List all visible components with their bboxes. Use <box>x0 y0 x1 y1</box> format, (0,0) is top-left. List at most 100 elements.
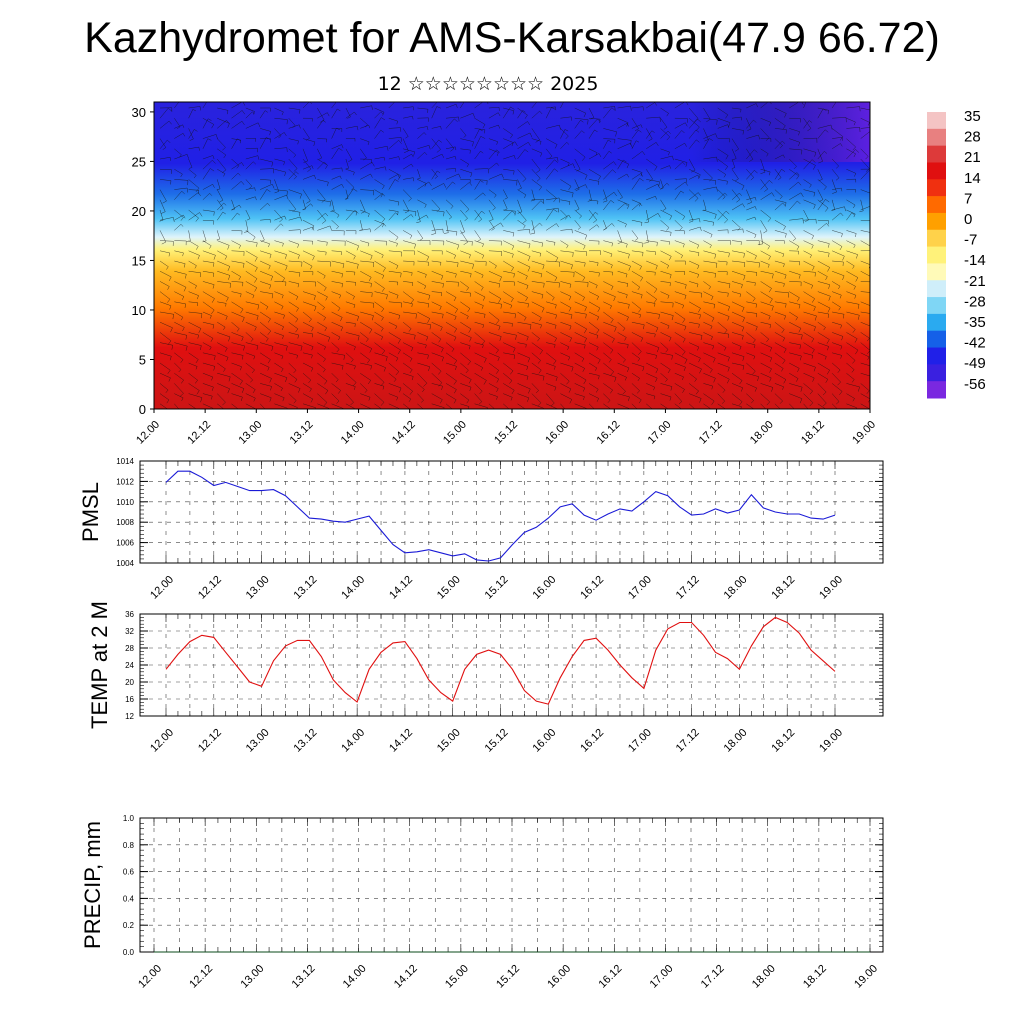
wind-barb <box>288 148 296 156</box>
wind-barb-flag <box>793 411 795 413</box>
wind-barb <box>231 212 238 221</box>
wind-barb-flag <box>271 346 274 351</box>
wind-barb-flag <box>241 336 244 342</box>
wind-barb-flag <box>509 380 513 384</box>
wind-barb <box>560 270 575 273</box>
wind-barb <box>359 199 366 212</box>
wind-barb-flag <box>671 355 673 360</box>
wind-barb <box>274 332 284 336</box>
wind-barb-flag <box>781 414 784 417</box>
wind-barb <box>374 352 388 357</box>
wind-barb-flag <box>654 303 656 307</box>
wind-barb <box>517 332 529 337</box>
wind-barb <box>631 219 643 223</box>
wind-barb-flag <box>350 402 354 406</box>
wind-barb <box>588 189 592 201</box>
wind-barb-flag <box>299 272 301 277</box>
wind-barb-flag <box>443 211 445 217</box>
wind-barb-flag <box>453 380 457 385</box>
wind-barb <box>288 158 298 169</box>
wind-barb-flag <box>801 334 803 340</box>
wind-barb-flag <box>636 140 640 143</box>
wind-barb <box>846 117 856 123</box>
wind-barb-flag <box>530 232 535 235</box>
wind-barb-flag <box>353 386 356 390</box>
wind-barb-flag <box>728 122 731 128</box>
wind-barb-flag <box>809 414 812 417</box>
wind-barb-flag <box>455 104 458 108</box>
wind-barb-flag <box>354 210 359 214</box>
wind-barb <box>331 352 345 356</box>
wind-barb-flag <box>173 217 175 223</box>
wind-barb-flag <box>583 113 587 118</box>
wind-barb-flag <box>238 411 241 414</box>
wind-barb <box>803 209 809 220</box>
x-tick-label: 13.00 <box>238 963 266 991</box>
wind-barb-flag <box>728 283 731 289</box>
wind-barb-flag <box>582 277 586 281</box>
wind-barb-flag <box>183 214 186 219</box>
wind-barb-flag <box>495 370 499 374</box>
wind-barb <box>731 403 742 407</box>
wind-barb <box>331 373 339 380</box>
wind-barb <box>431 138 441 150</box>
wind-barb-flag <box>793 166 797 170</box>
wind-barb-flag <box>682 376 684 381</box>
wind-barb-flag <box>341 184 344 188</box>
wind-barb <box>588 179 599 182</box>
wind-barb-flag <box>365 338 369 342</box>
wind-barb <box>345 311 359 317</box>
wind-barb <box>274 342 288 347</box>
wind-barb-flag <box>714 254 717 259</box>
wind-barb-flag <box>293 370 297 374</box>
wind-barb <box>731 383 743 389</box>
wind-barb <box>603 106 615 109</box>
wind-barb <box>317 260 331 263</box>
wind-barb-flag <box>741 185 745 191</box>
wind-barb-flag <box>162 200 167 204</box>
wind-barb-flag <box>226 110 229 115</box>
wind-barb-flag <box>654 166 658 171</box>
wind-barb-flag <box>782 360 786 364</box>
wind-barb <box>360 332 369 340</box>
wind-barb <box>774 301 787 304</box>
wind-barb-flag <box>727 124 730 129</box>
wind-barb <box>774 202 783 211</box>
wind-barb-flag <box>771 306 774 311</box>
wind-barb <box>174 191 182 200</box>
wind-barb <box>374 222 384 231</box>
wind-barb <box>417 403 424 409</box>
wind-barb <box>217 148 226 156</box>
wind-barb <box>717 124 728 129</box>
wind-barb <box>674 178 687 180</box>
wind-barb-flag <box>223 326 226 330</box>
wind-barb-flag <box>813 326 816 332</box>
wind-barb-flag <box>741 327 745 332</box>
wind-barb-flag <box>255 196 257 201</box>
wind-barb <box>674 190 682 200</box>
y-tick-label: 1010 <box>116 498 134 507</box>
wind-barb-flag <box>826 223 830 227</box>
wind-barb <box>717 192 725 200</box>
wind-barb <box>617 403 630 409</box>
wind-barb <box>174 260 186 264</box>
wind-barb-flag <box>828 296 831 301</box>
wind-barb <box>474 352 487 359</box>
wind-barb <box>545 148 553 157</box>
wind-barb-flag <box>610 389 613 394</box>
wind-barb <box>503 403 510 409</box>
wind-barb <box>517 149 526 160</box>
wind-barb-flag <box>510 397 513 401</box>
wind-barb <box>345 352 354 360</box>
wind-barb-flag <box>739 401 743 406</box>
wind-barb <box>188 189 199 191</box>
wind-barb-flag <box>211 298 215 303</box>
wind-barb <box>574 291 585 298</box>
wind-barb <box>560 209 568 218</box>
wind-barb <box>817 383 827 393</box>
wind-barb-flag <box>564 129 569 132</box>
wind-barb <box>231 291 242 294</box>
wind-barb-flag <box>782 386 784 390</box>
wind-barb <box>688 373 697 380</box>
